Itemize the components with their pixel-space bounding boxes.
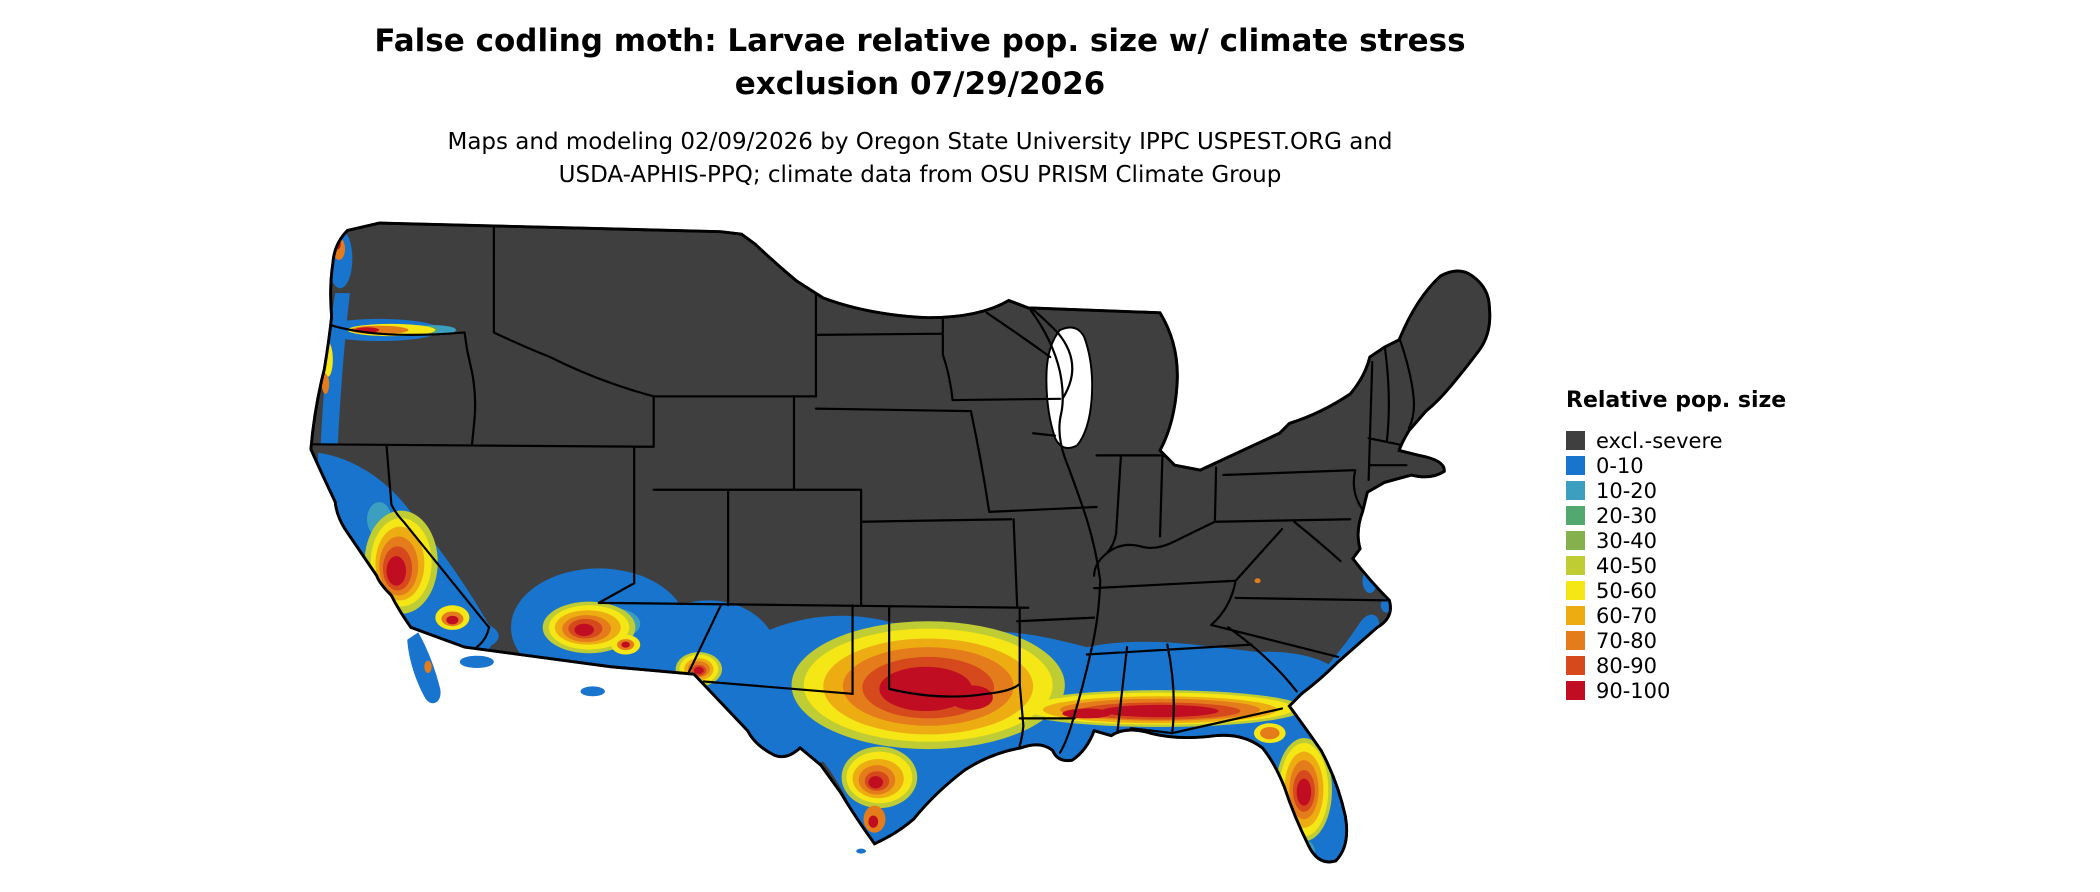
subtitle: Maps and modeling 02/09/2026 by Oregon S… — [300, 126, 1540, 193]
header: False codling moth: Larvae relative pop.… — [300, 20, 1540, 192]
legend-swatch — [1566, 631, 1585, 650]
subtitle-line2: USDA-APHIS-PPQ; climate data from OSU PR… — [558, 161, 1282, 188]
legend-label: 20-30 — [1596, 503, 1658, 528]
legend-item: excl.-severe — [1566, 428, 1786, 453]
legend-item: 90-100 — [1566, 678, 1786, 703]
legend-label: 30-40 — [1596, 528, 1658, 553]
page-title-line1: False codling moth: Larvae relative pop.… — [374, 23, 1466, 59]
legend-swatch — [1566, 431, 1585, 450]
legend-item: 20-30 — [1566, 503, 1786, 528]
legend-label: 50-60 — [1596, 578, 1658, 603]
us-map — [306, 212, 1526, 888]
legend-item: 50-60 — [1566, 578, 1786, 603]
layer-mexico-fringe-orange — [424, 660, 432, 673]
legend-swatch — [1566, 681, 1585, 700]
legend-item: 30-40 — [1566, 528, 1786, 553]
legend: Relative pop. size excl.-severe 0-10 10-… — [1566, 388, 1786, 703]
legend-label: 90-100 — [1596, 678, 1671, 703]
legend-swatch — [1566, 556, 1585, 575]
legend-item: 0-10 — [1566, 453, 1786, 478]
legend-swatch — [1566, 456, 1585, 475]
legend-title: Relative pop. size — [1566, 388, 1787, 413]
legend-swatch — [1566, 606, 1585, 625]
legend-swatch — [1566, 656, 1585, 675]
legend-label: 40-50 — [1596, 553, 1658, 578]
subtitle-line1: Maps and modeling 02/09/2026 by Oregon S… — [447, 128, 1393, 155]
population-raster-layers — [317, 229, 1394, 862]
layer-mexico-fringe-blue — [407, 632, 866, 854]
legend-item: 60-70 — [1566, 603, 1786, 628]
us-outline — [309, 221, 1492, 864]
state-borders — [310, 223, 1416, 769]
legend-label: 60-70 — [1596, 603, 1658, 628]
legend-label: 10-20 — [1596, 478, 1658, 503]
legend-item: 10-20 — [1566, 478, 1786, 503]
legend-item: 40-50 — [1566, 553, 1786, 578]
legend-swatch — [1566, 531, 1585, 550]
page-title-line2: exclusion 07/29/2026 — [734, 65, 1106, 102]
legend-swatch — [1566, 481, 1585, 500]
legend-item: 80-90 — [1566, 653, 1786, 678]
legend-label: 70-80 — [1596, 628, 1658, 653]
legend-item: 70-80 — [1566, 628, 1786, 653]
legend-swatch — [1566, 506, 1585, 525]
legend-label: 80-90 — [1596, 653, 1658, 678]
legend-swatch — [1566, 581, 1585, 600]
legend-label: excl.-severe — [1596, 428, 1723, 453]
legend-label: 0-10 — [1596, 453, 1644, 478]
us-map-svg — [309, 221, 1492, 864]
layer-90-100 — [334, 238, 1312, 828]
